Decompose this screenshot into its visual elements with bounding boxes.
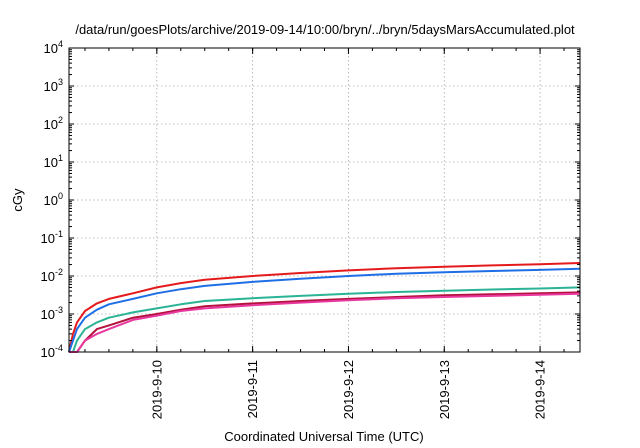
x-tick-label: 2019-9-11: [245, 360, 260, 418]
series-line-5: [69, 292, 581, 353]
y-tick-label: 100: [44, 191, 63, 208]
x-tick-label: 2019-9-12: [341, 360, 356, 419]
y-axis-label: cGy: [10, 188, 25, 212]
chart-title: /data/run/goesPlots/archive/2019-09-14/1…: [75, 22, 575, 37]
x-tick-label: 2019-9-13: [437, 360, 452, 419]
y-tick-label: 101: [44, 153, 63, 170]
series-line-1: [68, 262, 581, 353]
y-tick-label: 104: [44, 39, 63, 56]
series-lines: [68, 262, 581, 353]
y-tick-label: 103: [44, 77, 63, 94]
x-tick-label: 2019-9-10: [149, 360, 164, 419]
y-tick-label: 10-4: [41, 343, 63, 360]
axis-ticks: 10-4 10-3 10-2 10-1 100 101 102 103 104 2019-9-10…: [41, 39, 580, 419]
x-tick-label: 2019-9-14: [533, 360, 548, 419]
y-tick-label: 10-3: [41, 305, 63, 322]
grid-lines: [69, 48, 580, 352]
series-line-2: [68, 267, 581, 353]
series-line-3: [69, 286, 581, 353]
y-tick-label: 10-1: [41, 229, 63, 246]
x-axis-label: Coordinated Universal Time (UTC): [224, 429, 423, 444]
plot-area-border: [68, 47, 581, 353]
y-tick-label: 102: [44, 115, 63, 132]
y-tick-label: 10-2: [41, 267, 63, 284]
